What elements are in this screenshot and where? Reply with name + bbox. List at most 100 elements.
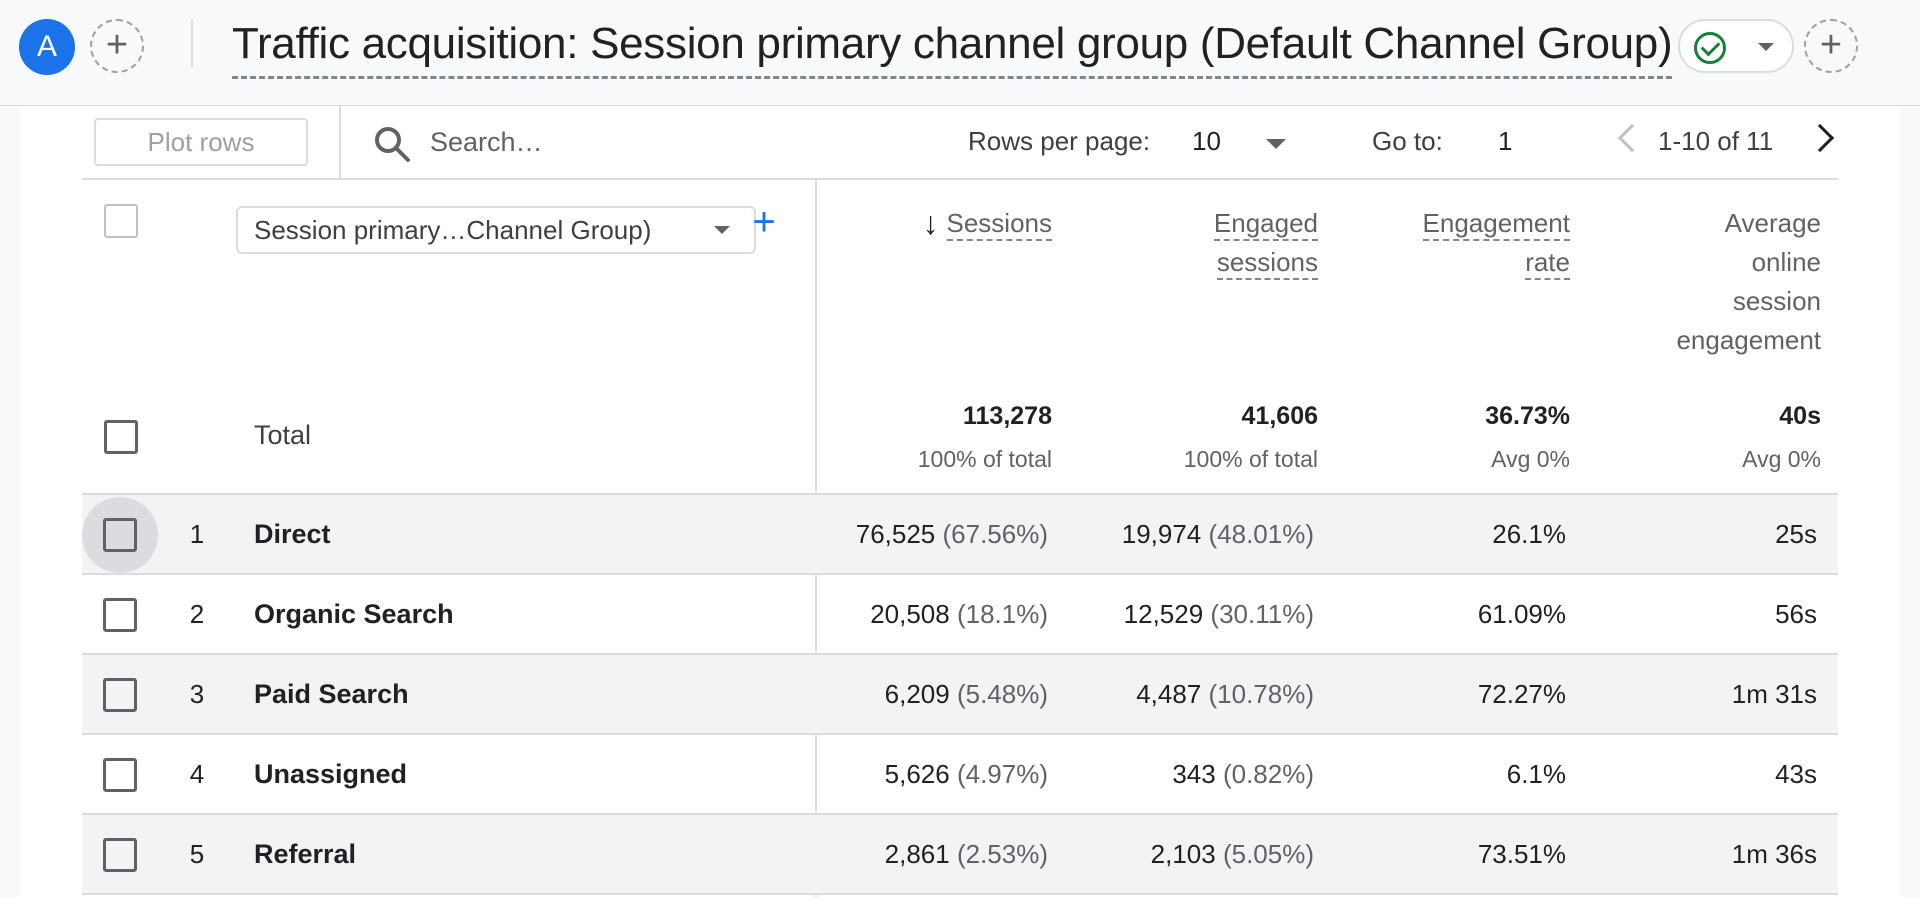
select-all-checkbox[interactable] (104, 204, 138, 238)
total-label: Total (254, 420, 312, 450)
rows-per-page-select[interactable]: 10 (1192, 126, 1221, 156)
add-dimension-button[interactable]: + (752, 200, 776, 244)
column-header-sessions[interactable]: ↓ Sessions (922, 204, 1052, 243)
goto-input[interactable]: 1 (1498, 126, 1513, 156)
row-checkbox-wrap[interactable] (82, 737, 158, 813)
column-header-engagement-rate[interactable]: Engagement rate (1422, 204, 1570, 282)
chevron-left-icon[interactable] (1617, 123, 1647, 153)
row-average: 1m 36s (1731, 839, 1817, 869)
row-rate: 72.27% (1477, 679, 1566, 709)
percent: (10.78%) (1208, 679, 1315, 709)
header-divider (82, 493, 1838, 495)
goto-label: Go to: (1372, 126, 1443, 156)
value: 343 (1172, 759, 1216, 789)
total-rate: 36.73% (1485, 402, 1570, 430)
percent: (48.01%) (1208, 519, 1315, 549)
column-header-engaged-sessions[interactable]: Engaged sessions (1213, 204, 1318, 282)
row-sessions: 6,209 (5.48%) (885, 679, 1048, 710)
table-row[interactable]: 1 Direct 76,525 (67.56%) 19,974 (48.01%)… (82, 495, 1838, 575)
row-channel-name: Direct (254, 519, 331, 549)
total-sessions: 113,278 (963, 402, 1052, 430)
total-engaged-sub: 100% of total (1183, 446, 1318, 472)
row-channel-name: Organic Search (254, 599, 454, 629)
table-row[interactable]: 2 Organic Search 20,508 (18.1%) 12,529 (… (82, 575, 1838, 655)
percent: (2.53%) (956, 839, 1048, 869)
column-label: online (1751, 247, 1821, 277)
table-row[interactable]: 4 Unassigned 5,626 (4.97%) 343 (0.82%) 6… (82, 735, 1838, 815)
row-checkbox[interactable] (103, 678, 137, 712)
report-header: A + Traffic acquisition: Session primary… (0, 0, 1920, 106)
check-circle-icon (1694, 32, 1726, 64)
value: 5,626 (884, 759, 950, 789)
row-engaged: 2,103 (5.05%) (1151, 839, 1314, 870)
dimension-select[interactable]: Session primary…Channel Group) (236, 206, 756, 254)
report-table-card: Plot rows Rows per page: 10 Go to: 1 1-1… (20, 106, 1900, 897)
total-sessions-sub: 100% of total (917, 446, 1052, 472)
row-sessions: 76,525 (67.56%) (856, 519, 1048, 550)
row-checkbox[interactable] (103, 838, 137, 872)
row-average: 1m 31s (1731, 679, 1817, 709)
column-label: Average (1724, 208, 1821, 238)
column-header-average-engagement[interactable]: Average online session engagement (1676, 204, 1821, 360)
percent: (30.11%) (1210, 599, 1314, 629)
percent: (4.97%) (956, 759, 1048, 789)
row-checkbox[interactable] (103, 758, 137, 792)
add-comparison-button[interactable]: + (90, 19, 144, 73)
percent: (5.48%) (956, 679, 1048, 709)
plot-rows-button[interactable]: Plot rows (94, 118, 308, 166)
rows-per-page-label: Rows per page: (968, 126, 1151, 156)
row-engaged: 4,487 (10.78%) (1136, 679, 1314, 710)
percent: (0.82%) (1222, 759, 1314, 789)
row-checkbox-wrap[interactable] (82, 497, 158, 573)
dimension-select-label: Session primary…Channel Group) (254, 215, 652, 245)
total-checkbox[interactable] (104, 420, 138, 454)
row-sessions: 2,861 (2.53%) (885, 839, 1048, 870)
row-channel-name: Unassigned (254, 759, 408, 789)
percent: (5.05%) (1222, 839, 1314, 869)
value: 12,529 (1123, 599, 1204, 629)
row-rate: 73.51% (1477, 839, 1566, 869)
column-label: Engagement (1422, 208, 1570, 241)
row-sessions: 5,626 (4.97%) (885, 759, 1048, 790)
row-index: 3 (189, 679, 205, 709)
value: 6,209 (884, 679, 950, 709)
chevron-right-icon[interactable] (1805, 123, 1835, 153)
total-engaged: 41,606 (1241, 402, 1318, 430)
header-divider (191, 19, 193, 67)
add-filter-button[interactable]: + (1804, 19, 1858, 73)
row-rate: 26.1% (1492, 519, 1566, 549)
row-checkbox-wrap[interactable] (82, 657, 158, 733)
row-checkbox[interactable] (103, 518, 137, 552)
chevron-down-icon (1758, 43, 1774, 51)
percent: (18.1%) (956, 599, 1048, 629)
search-icon (375, 127, 410, 162)
row-channel-name: Paid Search (254, 679, 409, 709)
row-index: 1 (189, 519, 205, 549)
row-checkbox-wrap[interactable] (82, 817, 158, 893)
row-checkbox[interactable] (103, 598, 137, 632)
column-label: rate (1525, 247, 1570, 280)
column-label: session (1732, 286, 1821, 316)
row-checkbox-wrap[interactable] (82, 577, 158, 653)
pagination-range: 1-10 of 11 (1658, 126, 1774, 156)
report-title[interactable]: Traffic acquisition: Session primary cha… (232, 14, 1673, 79)
total-average: 40s (1779, 402, 1821, 430)
column-label: Sessions (946, 208, 1052, 241)
avatar[interactable]: A (19, 19, 75, 75)
row-index: 2 (189, 599, 205, 629)
row-rate: 61.09% (1477, 599, 1566, 629)
row-engaged: 12,529 (30.11%) (1124, 599, 1314, 630)
table-row[interactable]: 5 Referral 2,861 (2.53%) 2,103 (5.05%) 7… (82, 815, 1838, 895)
value: 4,487 (1136, 679, 1202, 709)
value: 2,861 (884, 839, 950, 869)
table-row[interactable]: 3 Paid Search 6,209 (5.48%) 4,487 (10.78… (82, 655, 1838, 735)
total-rate-sub: Avg 0% (1491, 446, 1570, 472)
chevron-down-icon[interactable] (1266, 139, 1286, 149)
status-dropdown[interactable] (1678, 19, 1794, 73)
row-index: 5 (189, 839, 205, 869)
row-sessions: 20,508 (18.1%) (870, 599, 1048, 630)
chevron-down-icon (714, 226, 730, 234)
total-average-sub: Avg 0% (1742, 446, 1821, 472)
arrow-down-icon: ↓ (922, 205, 939, 241)
search-input[interactable] (430, 120, 730, 164)
